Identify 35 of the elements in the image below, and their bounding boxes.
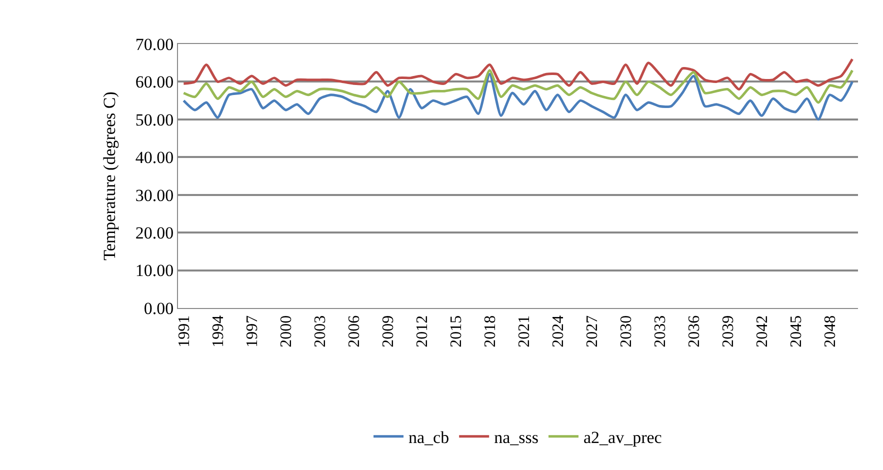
line-series xyxy=(182,69,854,104)
x-tick-label: 2045 xyxy=(788,315,805,348)
x-tick-label: 2030 xyxy=(618,315,635,348)
x-tick-label: 2012 xyxy=(414,315,431,348)
x-tick-label: 1997 xyxy=(244,315,261,348)
x-tick-label: 2039 xyxy=(720,315,737,348)
x-tick-label: 2036 xyxy=(686,315,703,348)
x-tick-label: 1994 xyxy=(210,315,227,348)
x-tick-label: 2042 xyxy=(754,315,771,348)
x-tick-label: 2024 xyxy=(550,315,567,348)
y-tick-label: 70.00 xyxy=(135,34,174,54)
line-series xyxy=(182,72,854,121)
x-tick-label: 2000 xyxy=(278,315,295,348)
x-tick-label: 1991 xyxy=(176,315,193,348)
x-tick-label: 2006 xyxy=(346,315,363,348)
legend-label: na_cb xyxy=(408,428,450,448)
x-tick-label: 2033 xyxy=(652,315,669,348)
y-tick-label: 60.00 xyxy=(135,72,174,92)
x-tick-label: 2015 xyxy=(448,315,465,348)
legend-label: a2_av_prec xyxy=(584,428,662,448)
x-tick-label: 2048 xyxy=(822,315,839,348)
line-series xyxy=(182,58,854,91)
legend-label: na_sss xyxy=(494,428,538,448)
y-tick-label: 10.00 xyxy=(135,261,174,280)
y-tick-label: 0.00 xyxy=(144,298,174,318)
x-tick-label: 2003 xyxy=(312,315,329,348)
x-tick-label: 2021 xyxy=(516,315,533,348)
y-tick-label: 30.00 xyxy=(135,186,174,205)
y-tick-label: 20.00 xyxy=(135,224,174,243)
y-axis-title: Temperature (degrees C) xyxy=(100,92,119,260)
x-tick-label: 2018 xyxy=(482,315,499,348)
y-tick-label: 40.00 xyxy=(135,148,174,168)
x-tick-label: 2027 xyxy=(584,315,601,348)
y-tick-label: 50.00 xyxy=(135,110,174,130)
x-tick-label: 2009 xyxy=(380,315,397,348)
